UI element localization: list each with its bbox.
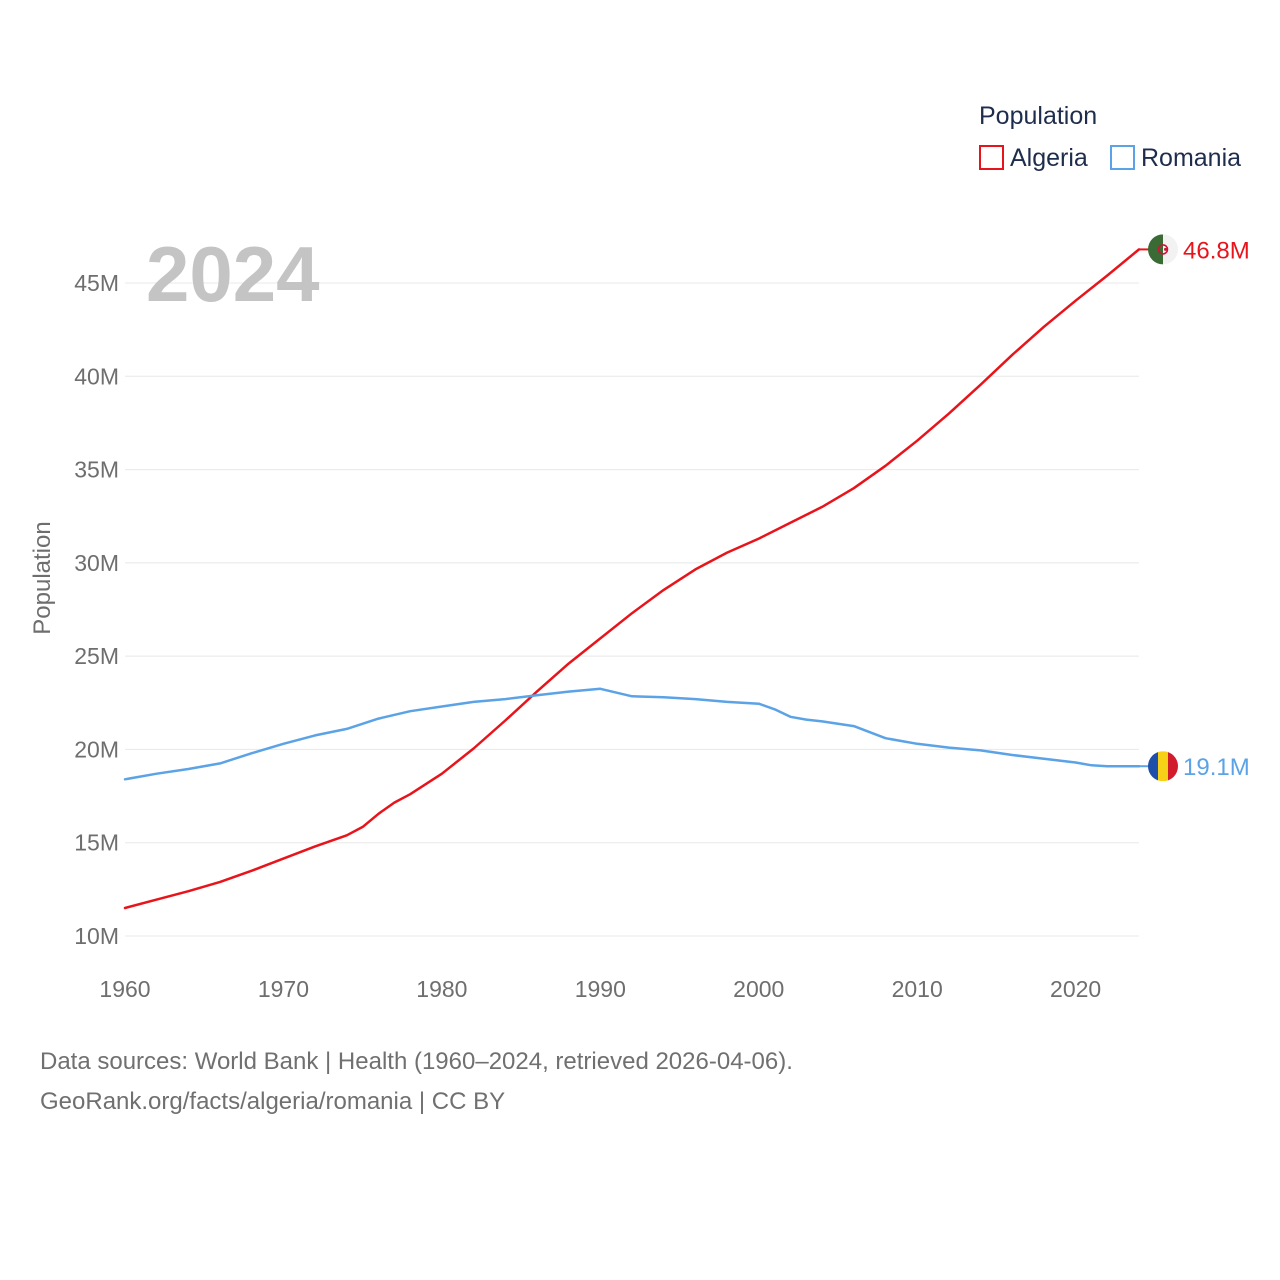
romania-flag-icon [1148, 751, 1178, 782]
y-axis-label: Population [29, 521, 56, 634]
license-line: GeoRank.org/facts/algeria/romania | CC B… [40, 1088, 506, 1115]
legend[interactable]: Population Algeria Romania [979, 102, 1241, 172]
legend-swatch-romania [1110, 145, 1135, 170]
legend-swatch-algeria [979, 145, 1004, 170]
y-tick-label: 15M [74, 830, 119, 856]
population-chart: 10M 15M 20M 25M 30M 35M 40M 45M 1960 1970 1980 199… [29, 102, 1250, 1002]
legend-label-algeria: Algeria [1010, 144, 1088, 172]
y-axis-ticks: 10M 15M 20M 25M 30M 35M 40M 45M [74, 270, 119, 949]
x-tick-label: 1980 [416, 976, 467, 1002]
source-footer: Data sources: World Bank | Health (1960–… [40, 1042, 793, 1122]
series-lines [123, 248, 1141, 910]
x-axis-ticks: 1960 1970 1980 1990 2000 2010 2020 [99, 976, 1101, 1002]
x-tick-label: 2020 [1050, 976, 1101, 1002]
x-tick-label: 2000 [733, 976, 784, 1002]
y-tick-label: 10M [74, 923, 119, 949]
x-tick-label: 1990 [575, 976, 626, 1002]
series-line-algeria [123, 248, 1141, 910]
end-label-algeria: 46.8M [1183, 237, 1250, 264]
x-tick-label: 2010 [892, 976, 943, 1002]
series-line-romania [123, 687, 1141, 781]
y-tick-label: 30M [74, 550, 119, 576]
legend-item-algeria[interactable]: Algeria [979, 144, 1088, 172]
year-label: 2024 [146, 230, 320, 318]
series-end-markers: 46.8M 19.1M [1139, 234, 1250, 782]
end-label-romania: 19.1M [1183, 754, 1250, 781]
y-tick-label: 20M [74, 736, 119, 762]
legend-item-romania[interactable]: Romania [1110, 144, 1241, 172]
algeria-flag-icon [1148, 234, 1178, 265]
source-line: Data sources: World Bank | Health (1960–… [40, 1048, 793, 1075]
legend-title: Population [979, 102, 1097, 130]
y-tick-label: 45M [74, 270, 119, 296]
grid-lines [125, 282, 1139, 937]
legend-label-romania: Romania [1141, 144, 1241, 172]
y-tick-label: 25M [74, 643, 119, 669]
x-tick-label: 1970 [258, 976, 309, 1002]
y-tick-label: 35M [74, 457, 119, 483]
x-tick-label: 1960 [99, 976, 150, 1002]
y-tick-label: 40M [74, 363, 119, 389]
